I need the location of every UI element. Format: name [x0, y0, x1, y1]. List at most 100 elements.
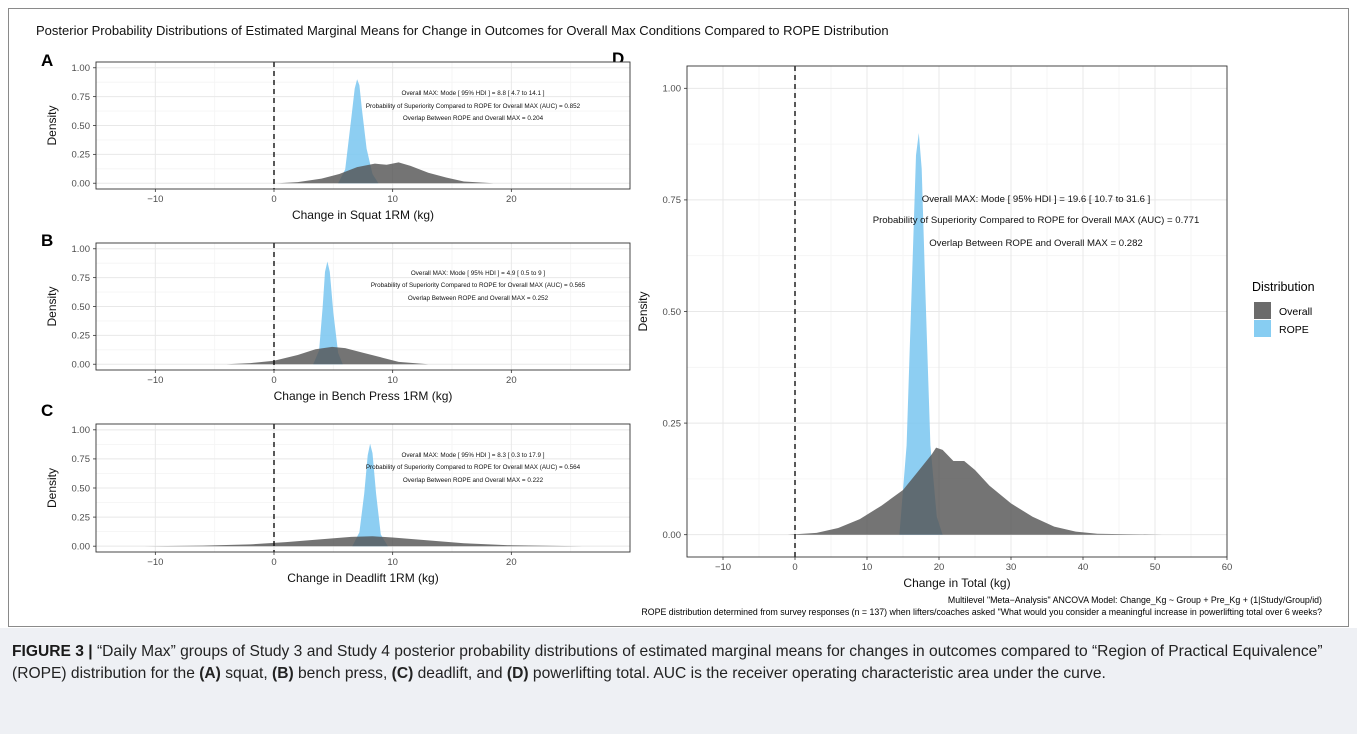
panel-letter-a: A [41, 51, 53, 70]
footnote-model: Multilevel "Meta−Analysis" ANCOVA Model:… [948, 595, 1322, 605]
x-tick-label: −10 [147, 557, 163, 568]
density-area-rope [313, 261, 343, 365]
legend-label-rope: ROPE [1279, 324, 1309, 336]
plot-layer: −10 0 10 20 0.00 0.25 0.50 0.75 1.00 Change in Sq… [45, 61, 1233, 590]
density-area-overall [143, 536, 583, 547]
density-area-overall [277, 162, 494, 184]
annotation-text: Overall MAX: Mode [ 95% HDI ] = 8.3 [ 0.… [402, 452, 545, 459]
density-area-rope [352, 443, 388, 547]
legend-swatch-overall [1254, 302, 1271, 319]
y-tick-label: 0.25 [72, 331, 91, 342]
caption-text: squat, [220, 665, 273, 682]
x-tick-label: 20 [934, 562, 945, 573]
x-tick-label: 0 [271, 557, 276, 568]
figure-title: Posterior Probability Distributions of E… [36, 23, 889, 38]
annotation-text: Overlap Between ROPE and Overall MAX = 0… [403, 477, 544, 484]
legend-swatch-rope [1254, 320, 1271, 337]
svg-text:A: A [41, 51, 53, 70]
x-tick-label: 10 [387, 194, 398, 205]
y-tick-label: 0.50 [663, 307, 682, 318]
x-tick-label: 30 [1006, 562, 1017, 573]
density-area-rope [899, 133, 943, 535]
x-tick-label: 50 [1150, 562, 1161, 573]
chart-panel-d: −10 0 10 20 30 40 50 60 0.00 0.25 0.50 0.75 1.00 Chan… [636, 65, 1233, 590]
y-tick-label: 0.00 [72, 360, 91, 371]
y-tick-label: 0.25 [72, 512, 91, 523]
annotation-text: Overall MAX: Mode [ 95% HDI ] = 19.6 [ 1… [922, 194, 1151, 205]
x-tick-label: 10 [387, 557, 398, 568]
caption-ref-d: (D) [506, 665, 529, 682]
caption-label: FIGURE 3 | [12, 643, 93, 660]
legend-title: Distribution [1252, 280, 1315, 294]
legend-label-overall: Overall [1279, 306, 1312, 318]
chart-panel-a: −10 0 10 20 0.00 0.25 0.50 0.75 1.00 Change in Sq… [45, 61, 631, 222]
y-tick-label: 0.25 [663, 418, 682, 429]
figure-panel: Posterior Probability Distributions of E… [8, 8, 1349, 627]
density-area-overall [226, 346, 429, 365]
x-axis-title: Change in Squat 1RM (kg) [292, 208, 434, 222]
y-tick-label: 0.50 [72, 121, 91, 132]
annotation-text: Probability of Superiority Compared to R… [366, 464, 581, 471]
density-area-overall [787, 447, 1163, 535]
y-tick-label: 0.50 [72, 483, 91, 494]
y-tick-label: 0.75 [663, 195, 682, 206]
y-tick-label: 0.75 [72, 454, 91, 465]
y-tick-label: 0.50 [72, 302, 91, 313]
x-tick-label: 20 [506, 557, 517, 568]
caption-text: “Daily Max” groups of Study 3 and Study … [12, 643, 1323, 682]
x-axis-title: Change in Bench Press 1RM (kg) [274, 389, 453, 403]
figure-caption: FIGURE 3 | “Daily Max” groups of Study 3… [0, 628, 1357, 734]
x-tick-label: 20 [506, 194, 517, 205]
caption-ref-a: (A) [199, 665, 221, 682]
svg-text:C: C [41, 401, 53, 420]
y-axis-title: Density [45, 468, 59, 508]
annotation-text: Probability of Superiority Compared to R… [371, 282, 586, 289]
x-tick-label: 0 [271, 375, 276, 386]
panel-letter-b: B [41, 231, 53, 250]
caption-text: bench press, [293, 665, 392, 682]
x-tick-label: 40 [1078, 562, 1089, 573]
y-tick-label: 1.00 [72, 425, 91, 436]
y-tick-label: 0.00 [72, 179, 91, 190]
y-tick-label: 0.75 [72, 92, 91, 103]
x-tick-label: 10 [387, 375, 398, 386]
y-tick-label: 0.00 [72, 541, 91, 552]
y-tick-label: 1.00 [72, 63, 91, 74]
footnote-rope: ROPE distribution determined from survey… [641, 607, 1322, 617]
annotation-text: Overall MAX: Mode [ 95% HDI ] = 4.9 [ 0.… [411, 270, 545, 277]
annotation-text: Probability of Superiority Compared to R… [873, 215, 1200, 226]
x-tick-label: 20 [506, 375, 517, 386]
y-axis-title: Density [45, 286, 59, 326]
panel-letter-c: C [41, 401, 53, 420]
annotation-text: Overlap Between ROPE and Overall MAX = 0… [408, 295, 549, 302]
x-tick-label: 0 [271, 194, 276, 205]
caption-text: powerlifting total. AUC is the receiver … [528, 665, 1106, 682]
caption-ref-b: (B) [272, 665, 294, 682]
figure-svg: Posterior Probability Distributions of E… [8, 8, 1349, 627]
x-tick-label: 60 [1222, 562, 1233, 573]
x-tick-label: −10 [147, 194, 163, 205]
y-axis-title: Density [636, 291, 650, 331]
x-axis-title: Change in Deadlift 1RM (kg) [287, 571, 438, 585]
caption-text: deadlift, and [413, 665, 507, 682]
x-tick-label: −10 [715, 562, 731, 573]
figure-border [8, 8, 1349, 627]
annotation-text: Overlap Between ROPE and Overall MAX = 0… [403, 115, 544, 122]
y-tick-label: 1.00 [663, 84, 682, 95]
x-tick-label: 0 [792, 562, 797, 573]
chart-panel-c: −10 0 10 20 0.00 0.25 0.50 0.75 1.00 Change in De… [45, 423, 631, 585]
y-axis-title: Density [45, 105, 59, 145]
y-tick-label: 0.25 [72, 150, 91, 161]
y-tick-label: 0.00 [663, 530, 682, 541]
chart-panel-b: −10 0 10 20 0.00 0.25 0.50 0.75 1.00 Change in Be… [45, 242, 631, 403]
x-tick-label: −10 [147, 375, 163, 386]
x-axis-title: Change in Total (kg) [903, 576, 1010, 590]
density-area-rope [338, 79, 379, 184]
annotation-text: Overlap Between ROPE and Overall MAX = 0… [929, 238, 1143, 249]
y-tick-label: 1.00 [72, 244, 91, 255]
annotation-text: Overall MAX: Mode [ 95% HDI ] = 8.8 [ 4.… [402, 90, 545, 97]
svg-text:B: B [41, 231, 53, 250]
y-tick-label: 0.75 [72, 273, 91, 284]
caption-ref-c: (C) [391, 665, 414, 682]
annotation-text: Probability of Superiority Compared to R… [366, 103, 581, 110]
